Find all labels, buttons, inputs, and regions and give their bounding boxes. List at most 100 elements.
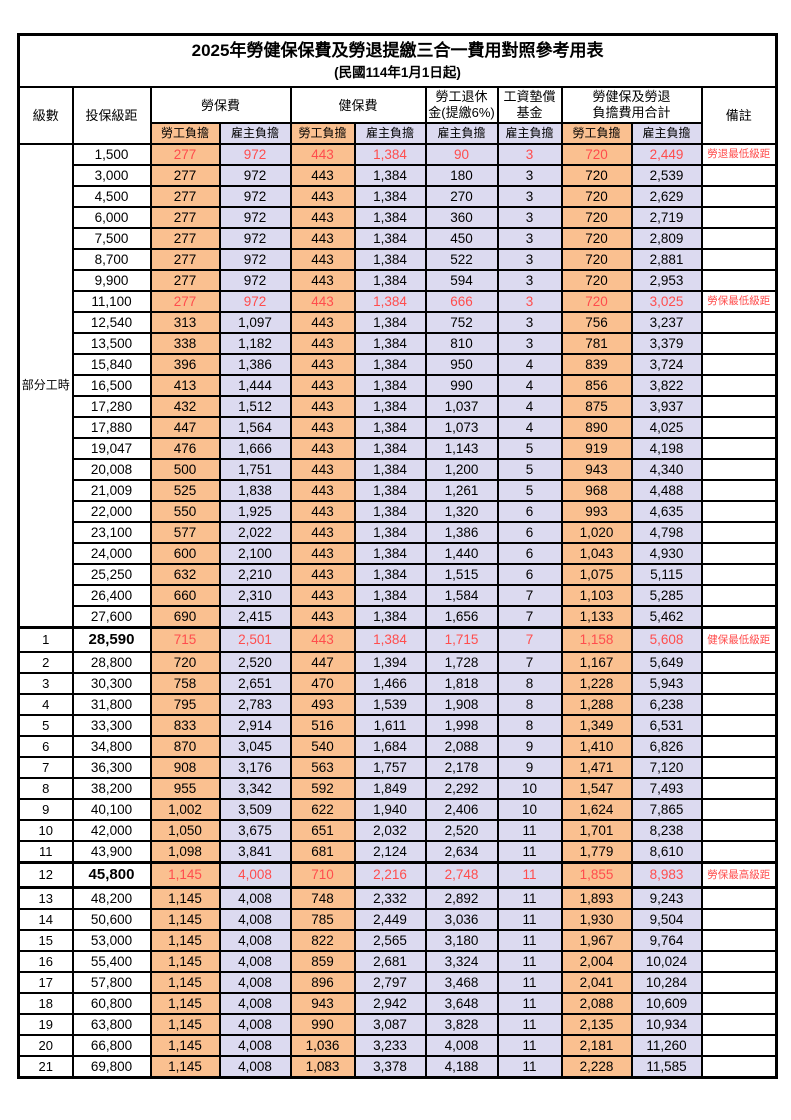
labor-employer-cell: 1,666 [218, 437, 292, 460]
wage-fund-employer-cell: 10 [496, 777, 563, 800]
remark-cell [700, 929, 778, 952]
remark-cell [700, 819, 778, 842]
total-employer-cell: 11,260 [630, 1034, 703, 1057]
total-employee-cell: 720 [560, 227, 633, 250]
pension-employer-cell: 1,515 [424, 563, 499, 586]
total-employee-cell: 890 [560, 416, 633, 439]
wage-fund-employer-cell: 11 [496, 840, 563, 864]
remark-cell [700, 1034, 778, 1057]
remark-cell [700, 886, 778, 910]
table-row: 17 57,800 1,145 4,008 896 2,797 3,468 11 2,041 10… [17, 971, 778, 994]
col-header-health-insurance: 健保費 [289, 86, 427, 124]
labor-employer-cell: 1,182 [218, 332, 292, 355]
total-employer-cell: 2,809 [630, 227, 703, 250]
health-employer-cell: 1,384 [353, 143, 427, 166]
bracket-cell: 45,800 [71, 861, 152, 889]
subheader-labor-employer: 雇主負擔 [218, 122, 292, 145]
labor-employee-cell: 577 [149, 521, 221, 544]
total-employer-cell: 9,243 [630, 886, 703, 910]
health-employer-cell: 2,032 [353, 819, 427, 842]
total-employer-cell: 3,724 [630, 353, 703, 376]
remark-cell [700, 395, 778, 418]
labor-employee-cell: 1,145 [149, 908, 221, 931]
bracket-cell: 4,500 [71, 185, 152, 208]
bracket-cell: 8,700 [71, 248, 152, 271]
total-employer-cell: 4,340 [630, 458, 703, 481]
labor-employee-cell: 550 [149, 500, 221, 523]
health-employee-cell: 443 [289, 605, 356, 629]
health-employer-cell: 1,384 [353, 164, 427, 187]
bracket-cell: 27,600 [71, 605, 152, 629]
wage-fund-employer-cell: 6 [496, 500, 563, 523]
labor-employee-cell: 720 [149, 651, 221, 674]
wage-fund-employer-cell: 4 [496, 353, 563, 376]
bracket-cell: 33,300 [71, 714, 152, 737]
labor-employer-cell: 972 [218, 185, 292, 208]
table-title-cell: 2025年勞健保保費及勞退提繳三合一費用對照參考用表 (民國114年1月1日起) [17, 33, 778, 88]
total-employer-cell: 9,764 [630, 929, 703, 952]
total-employer-cell: 2,953 [630, 269, 703, 292]
total-employee-cell: 1,167 [560, 651, 633, 674]
health-employee-cell: 443 [289, 353, 356, 376]
health-employee-cell: 443 [289, 584, 356, 607]
pension-label-line1: 勞工退休 [435, 89, 488, 104]
remark-cell [700, 992, 778, 1015]
remark-cell [700, 777, 778, 800]
labor-employer-cell: 3,342 [218, 777, 292, 800]
bracket-cell: 60,800 [71, 992, 152, 1015]
table-row: 12 45,800 1,145 4,008 710 2,216 2,748 11 1,855 8,… [17, 861, 778, 889]
table-row: 20,008 500 1,751 443 1,384 1,200 5 943 4,340 [19, 458, 778, 481]
remark-cell: 勞保最高級距 [700, 861, 778, 889]
labor-employee-cell: 313 [149, 311, 221, 334]
health-employer-cell: 1,384 [353, 311, 427, 334]
wage-fund-employer-cell: 11 [496, 886, 563, 910]
total-employee-cell: 720 [560, 269, 633, 292]
labor-employer-cell: 972 [218, 143, 292, 166]
health-employee-cell: 859 [289, 950, 356, 973]
labor-employee-cell: 413 [149, 374, 221, 397]
total-employer-cell: 3,822 [630, 374, 703, 397]
wage-fund-employer-cell: 11 [496, 971, 563, 994]
bracket-cell: 15,840 [71, 353, 152, 376]
level-cell: 3 [17, 672, 74, 695]
remark-cell [700, 584, 778, 607]
subheader-wage-fund-employer: 雇主負擔 [496, 122, 563, 145]
pension-employer-cell: 2,748 [424, 861, 499, 889]
labor-employer-cell: 1,512 [218, 395, 292, 418]
health-employee-cell: 896 [289, 971, 356, 994]
remark-cell [700, 605, 778, 629]
labor-employer-cell: 4,008 [218, 971, 292, 994]
labor-employer-cell: 1,751 [218, 458, 292, 481]
health-employer-cell: 2,449 [353, 908, 427, 931]
pension-employer-cell: 4,008 [424, 1034, 499, 1057]
health-employer-cell: 1,384 [353, 269, 427, 292]
health-employee-cell: 681 [289, 840, 356, 864]
total-employee-cell: 875 [560, 395, 633, 418]
remark-cell [700, 248, 778, 271]
remark-cell [700, 542, 778, 565]
total-label-line2: 負擔費用合計 [592, 105, 671, 120]
labor-employee-cell: 1,098 [149, 840, 221, 864]
health-employee-cell: 443 [289, 458, 356, 481]
level-cell: 5 [17, 714, 74, 737]
health-employee-cell: 443 [289, 311, 356, 334]
remark-cell [700, 374, 778, 397]
labor-employee-cell: 476 [149, 437, 221, 460]
remark-cell [700, 756, 778, 779]
wage-fund-employer-cell: 4 [496, 416, 563, 439]
remark-cell [700, 206, 778, 229]
total-employee-cell: 1,158 [560, 626, 633, 653]
table-row: 3,000 277 972 443 1,384 180 3 720 2,539 [19, 164, 778, 187]
wage-fund-employer-cell: 5 [496, 458, 563, 481]
bracket-cell: 48,200 [71, 886, 152, 910]
table-row: 18 60,800 1,145 4,008 943 2,942 3,648 11 2,088 10… [17, 992, 778, 1015]
health-employer-cell: 2,681 [353, 950, 427, 973]
bracket-cell: 38,200 [71, 777, 152, 800]
health-employee-cell: 651 [289, 819, 356, 842]
labor-employer-cell: 972 [218, 248, 292, 271]
header-sub-row: 勞工負擔 雇主負擔 勞工負擔 雇主負擔 雇主負擔 雇主負擔 勞工負擔 雇主負擔 [19, 122, 777, 145]
total-employee-cell: 781 [560, 332, 633, 355]
labor-employee-cell: 1,145 [149, 992, 221, 1015]
health-employer-cell: 2,942 [353, 992, 427, 1015]
wage-fund-employer-cell: 3 [496, 269, 563, 292]
